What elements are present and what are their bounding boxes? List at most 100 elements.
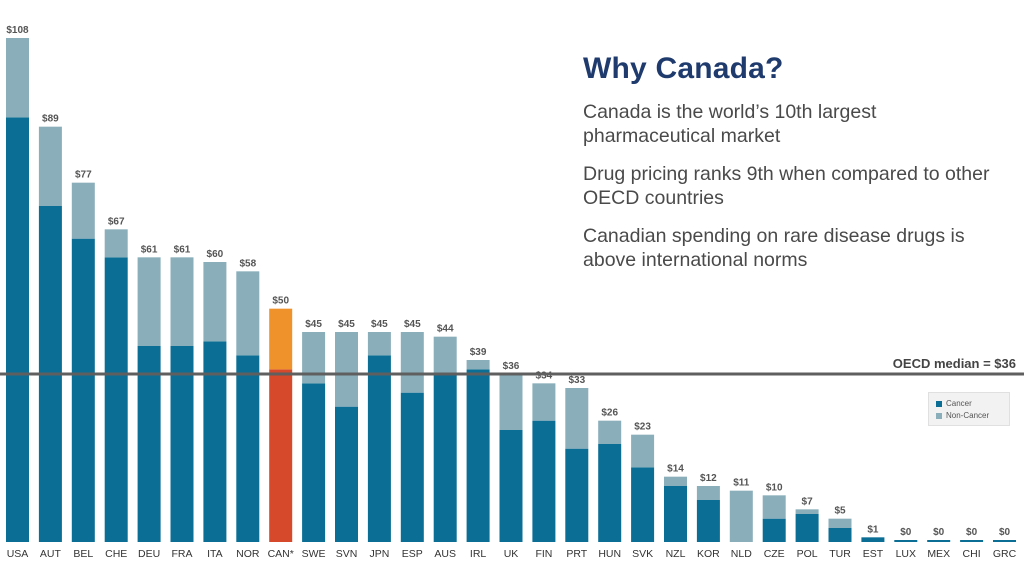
bar-non-cancer-tur — [828, 518, 852, 528]
value-label-jpn: $45 — [371, 319, 388, 330]
bar-cancer-prt — [565, 448, 589, 542]
bar-cancer-est — [861, 537, 885, 542]
category-label-kor: KOR — [697, 548, 720, 560]
bars-group — [6, 38, 1016, 542]
bullet-market-size: Canada is the world’s 10th largest pharm… — [583, 101, 877, 147]
value-label-usa: $108 — [6, 25, 29, 36]
category-labels-group: USA AUT BEL CHE DEU FRA ITA NOR CAN* SWE SVN JPN ESP… — [7, 548, 1017, 560]
bar-non-cancer-hun — [598, 420, 622, 444]
value-labels-group: $108 $89 $77 $67 $61 $61 $60 $58 $50 $45 $45 $45 $45… — [6, 25, 1010, 538]
value-label-chi: $0 — [966, 527, 978, 538]
category-label-svn: SVN — [336, 548, 358, 560]
value-label-tur: $5 — [834, 506, 846, 517]
category-label-tur: TUR — [829, 548, 851, 560]
category-label-swe: SWE — [302, 548, 326, 560]
bar-cancer-fra — [170, 346, 194, 542]
bar-non-cancer-nor — [236, 271, 260, 356]
value-label-uk: $36 — [503, 361, 520, 372]
value-label-nzl: $14 — [667, 464, 684, 475]
bar-zero-mex — [927, 540, 951, 542]
category-label-hun: HUN — [598, 548, 621, 560]
category-label-esp: ESP — [402, 548, 423, 560]
category-label-jpn: JPN — [369, 548, 389, 560]
bullet-drug-pricing: Drug pricing ranks 9th when compared to … — [583, 163, 990, 209]
value-label-mex: $0 — [933, 527, 945, 538]
value-label-irl: $39 — [470, 347, 487, 358]
value-label-aut: $89 — [42, 114, 59, 125]
category-label-irl: IRL — [470, 548, 487, 560]
value-label-hun: $26 — [601, 408, 618, 419]
category-label-pol: POL — [797, 548, 818, 560]
category-label-che: CHE — [105, 548, 127, 560]
bar-cancer-cze — [762, 518, 786, 542]
bar-cancer-irl — [466, 369, 490, 542]
category-label-nzl: NZL — [666, 548, 686, 560]
value-label-can: $50 — [272, 296, 289, 307]
bar-non-cancer-svk — [631, 434, 655, 468]
bar-non-cancer-swe — [302, 332, 326, 384]
category-label-prt: PRT — [566, 548, 587, 560]
category-label-uk: UK — [504, 548, 519, 560]
category-label-svk: SVK — [632, 548, 653, 560]
bar-zero-chi — [960, 540, 984, 542]
value-label-swe: $45 — [305, 319, 322, 330]
bar-non-cancer-nld — [729, 490, 753, 542]
category-label-grc: GRC — [993, 548, 1017, 560]
value-label-bel: $77 — [75, 170, 92, 181]
bar-non-cancer-nzl — [664, 476, 687, 486]
category-label-chi: CHI — [963, 548, 981, 560]
bar-non-cancer-che — [104, 229, 128, 258]
bar-cancer-nor — [236, 355, 260, 542]
bar-non-cancer-can — [269, 308, 293, 370]
category-label-aut: AUT — [40, 548, 62, 560]
bar-cancer-pol — [795, 514, 819, 542]
bar-non-cancer-cze — [762, 495, 786, 519]
bar-non-cancer-svn — [335, 332, 358, 407]
bar-non-cancer-pol — [795, 509, 819, 514]
bar-non-cancer-usa — [6, 38, 29, 118]
value-label-nor: $58 — [239, 258, 256, 269]
median-label: OECD median = $36 — [892, 356, 1016, 371]
legend-label-cancer: Cancer — [946, 399, 972, 408]
legend-item-non-cancer: Non-Cancer — [936, 411, 989, 420]
category-label-cze: CZE — [764, 548, 785, 560]
bar-cancer-esp — [400, 392, 424, 542]
category-label-fin: FIN — [535, 548, 552, 560]
value-label-deu: $61 — [141, 244, 158, 255]
value-label-esp: $45 — [404, 319, 421, 330]
value-label-fra: $61 — [174, 244, 191, 255]
bar-cancer-fin — [532, 420, 556, 542]
category-label-nld: NLD — [731, 548, 752, 560]
bar-cancer-can — [269, 369, 293, 542]
bar-non-cancer-jpn — [367, 332, 391, 356]
category-label-lux: LUX — [896, 548, 916, 560]
category-label-nor: NOR — [236, 548, 260, 560]
value-label-svk: $23 — [634, 422, 651, 433]
legend: Cancer Non-Cancer — [928, 392, 1010, 426]
category-label-deu: DEU — [138, 548, 160, 560]
value-label-grc: $0 — [999, 527, 1011, 538]
bar-cancer-svk — [631, 467, 655, 542]
bar-zero-grc — [993, 540, 1016, 542]
category-label-mex: MEX — [927, 548, 950, 560]
value-label-kor: $12 — [700, 473, 717, 484]
value-label-aus: $44 — [437, 324, 454, 335]
value-label-lux: $0 — [900, 527, 912, 538]
bar-cancer-kor — [696, 500, 720, 542]
value-label-pol: $7 — [802, 496, 814, 507]
bar-non-cancer-deu — [137, 257, 161, 346]
bar-cancer-bel — [71, 238, 95, 542]
value-label-fin: $34 — [536, 370, 553, 381]
bullet-rare-disease: Canadian spending on rare disease drugs … — [583, 225, 965, 271]
bar-cancer-deu — [137, 346, 161, 542]
category-label-bel: BEL — [73, 548, 93, 560]
bar-non-cancer-aus — [433, 336, 457, 374]
bar-non-cancer-ita — [203, 262, 227, 342]
bar-cancer-jpn — [367, 355, 391, 542]
category-label-est: EST — [863, 548, 884, 560]
bar-cancer-usa — [6, 117, 29, 542]
bar-non-cancer-esp — [400, 332, 424, 393]
bar-non-cancer-aut — [38, 126, 62, 206]
category-label-ita: ITA — [207, 548, 223, 560]
